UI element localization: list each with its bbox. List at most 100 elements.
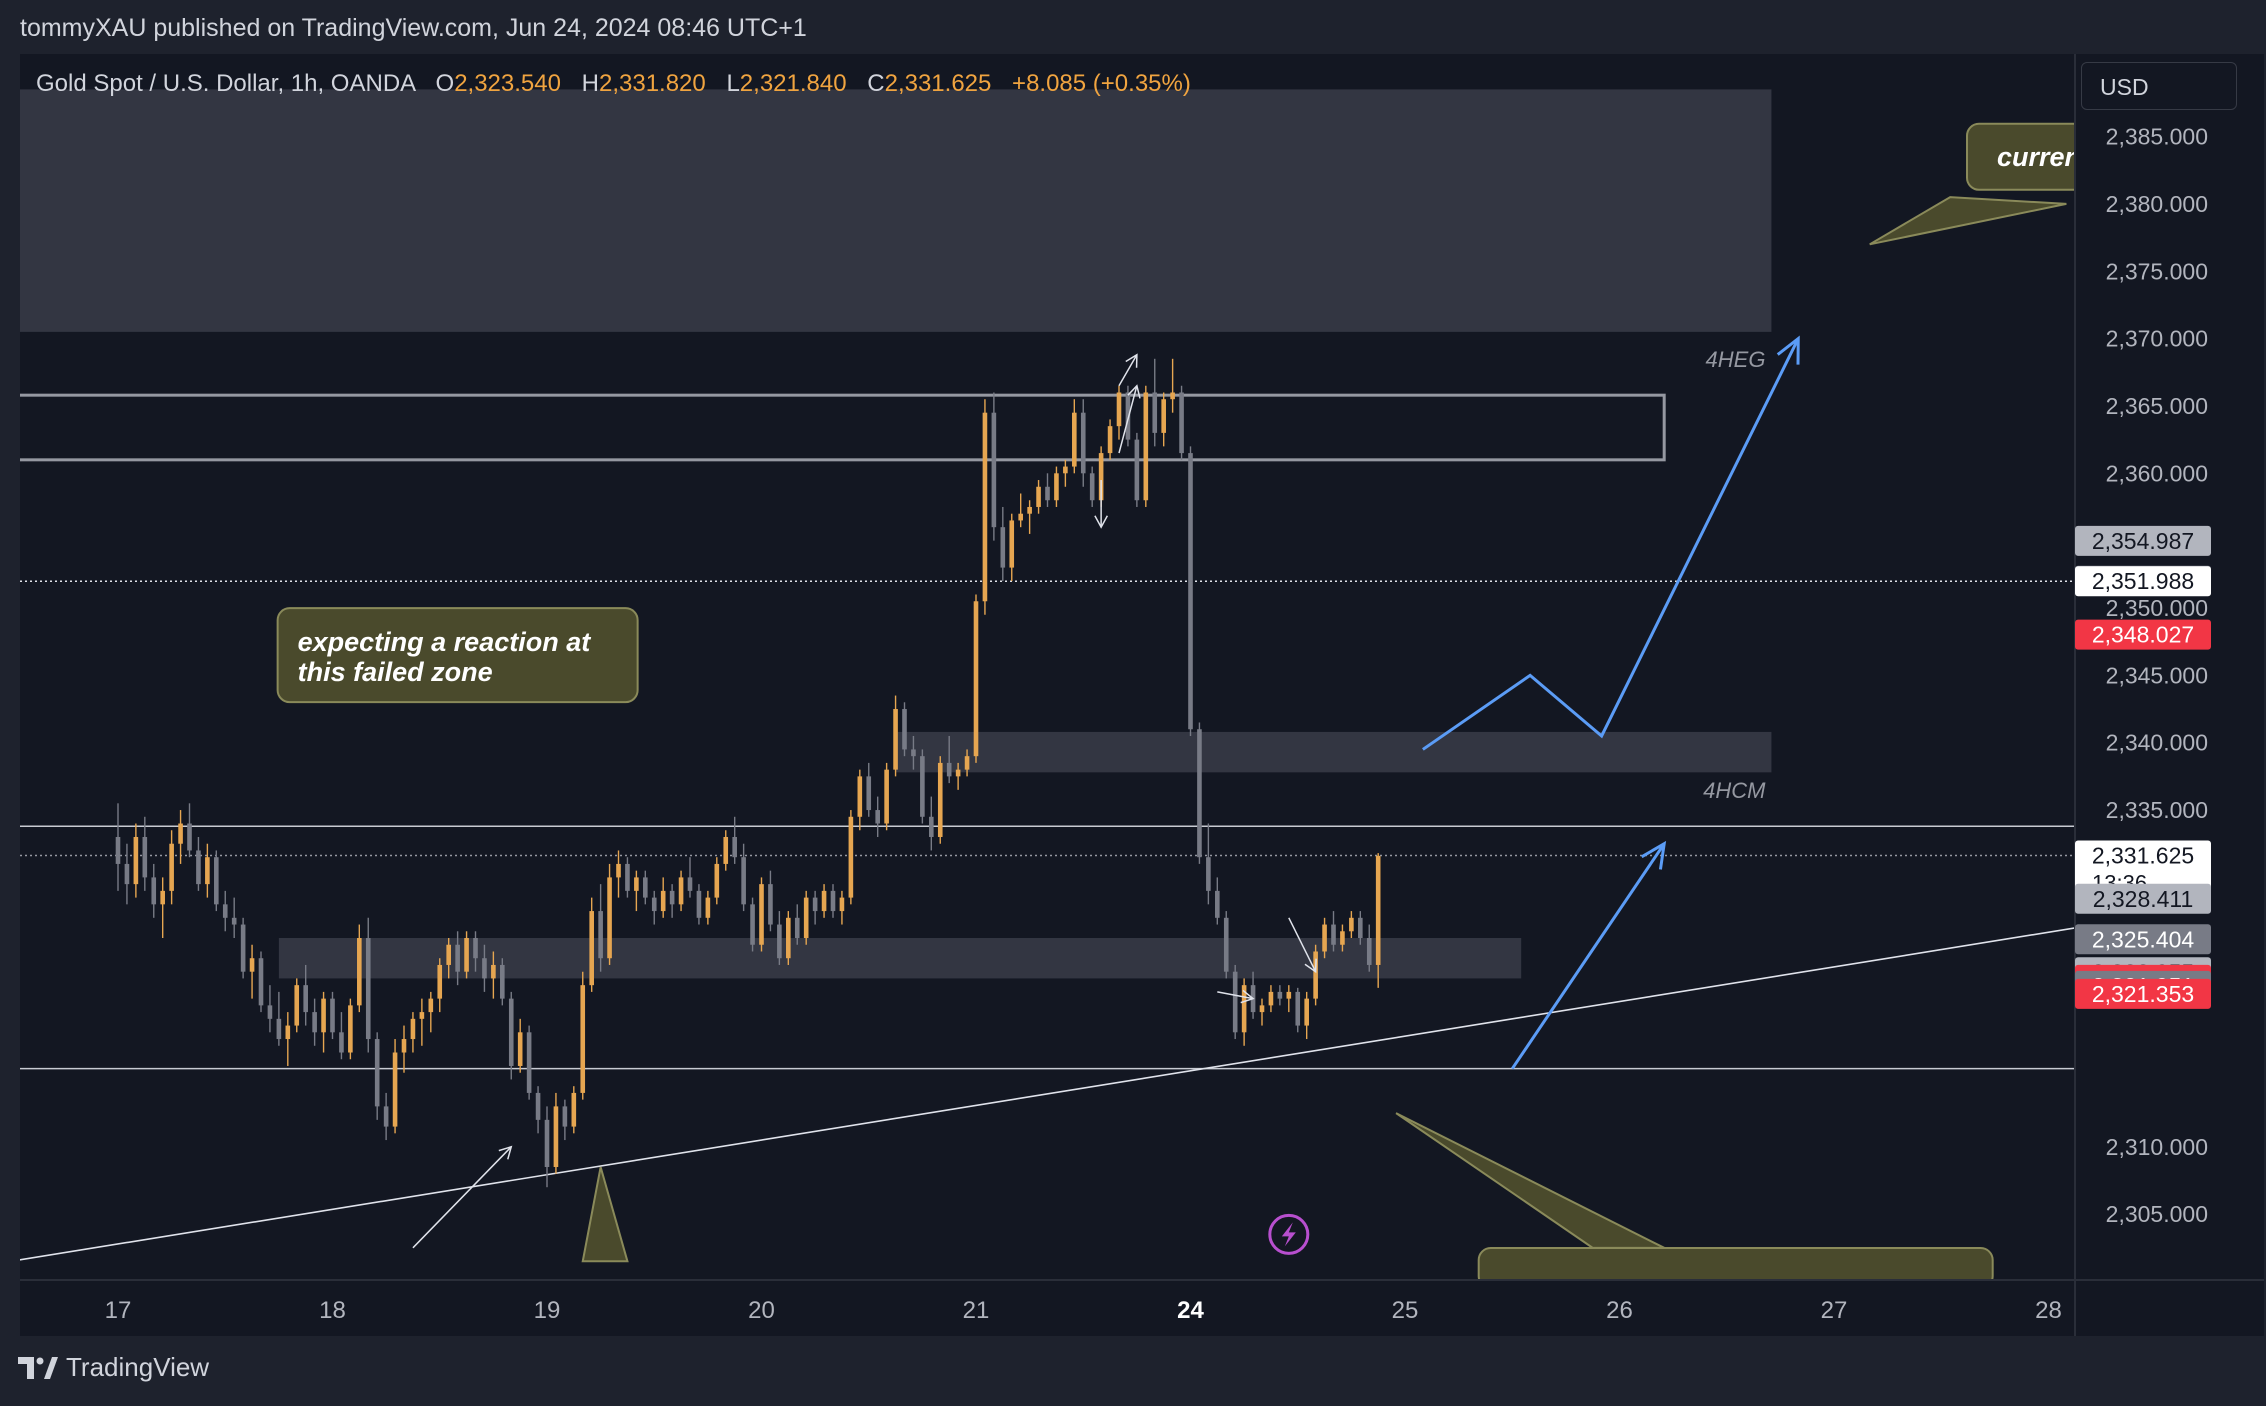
candle-24 <box>330 991 335 1040</box>
candle-11 <box>214 850 219 912</box>
candle-body-61 <box>660 890 666 912</box>
y-tick-label-4: 2,365.000 <box>2106 393 2208 419</box>
candle-22 <box>312 998 317 1046</box>
callout-box-1 <box>1966 122 2075 191</box>
candle-body-34 <box>419 1012 425 1019</box>
candle-body-39 <box>464 938 469 972</box>
candle-body-22 <box>312 1012 317 1033</box>
candle-body-3 <box>142 836 148 878</box>
candle-60 <box>651 890 657 925</box>
open-value: 2,323.540 <box>454 70 561 97</box>
candle-62 <box>669 884 675 918</box>
candle-body-33 <box>410 1018 416 1040</box>
price-label-box-5 <box>2075 883 2211 914</box>
candle-54 <box>598 884 603 972</box>
candle-body-122 <box>1206 857 1211 891</box>
y-tick-label-1: 2,380.000 <box>2106 191 2208 217</box>
candle-87 <box>893 695 898 777</box>
x-tick-label-9: 28 <box>2035 1297 2062 1324</box>
x-tick-label-7: 26 <box>1606 1297 1633 1324</box>
callout-text2-0: this failed zone <box>298 657 493 687</box>
candle-41 <box>482 944 487 992</box>
candle-body-73 <box>768 884 773 925</box>
arrow-head-5 <box>1240 989 1255 1004</box>
candle-84 <box>866 762 872 817</box>
candle-body-129 <box>1268 991 1274 1006</box>
candle-15 <box>249 944 255 999</box>
tradingview-brand[interactable]: TradingView <box>18 1352 209 1383</box>
arrow-head-0 <box>498 1145 513 1160</box>
candle-136 <box>1331 911 1336 952</box>
y-tick-label-10: 2,310.000 <box>2106 1134 2208 1160</box>
candle-body-52 <box>580 985 586 1093</box>
candle-body-131 <box>1286 991 1292 999</box>
candle-139 <box>1358 911 1363 945</box>
candle-body-67 <box>714 863 720 898</box>
candle-119 <box>1179 385 1184 460</box>
zone-label-0: 4HEG <box>1706 347 1766 372</box>
candle-14 <box>240 917 246 979</box>
candle-45 <box>517 1018 523 1073</box>
high-label: H <box>581 70 599 97</box>
candle-body-15 <box>249 958 255 972</box>
candle-body-18 <box>276 1018 282 1040</box>
candle-27 <box>357 924 362 1013</box>
candle-98 <box>991 392 997 541</box>
zone-1 <box>20 393 1666 462</box>
candle-77 <box>803 890 809 945</box>
candle-body-31 <box>392 1052 398 1127</box>
candle-body-138 <box>1349 917 1354 932</box>
candle-body-46 <box>526 1032 532 1093</box>
candle-body-35 <box>428 998 434 1013</box>
x-tick-label-6: 25 <box>1392 1297 1419 1324</box>
y-tick-label-6: 2,350.000 <box>2106 595 2208 621</box>
lightning-icon[interactable] <box>1268 1213 1310 1255</box>
candle-94 <box>955 762 961 790</box>
y-tick-label-0: 2,385.000 <box>2106 124 2208 150</box>
candle-body-14 <box>240 924 246 972</box>
candle-92 <box>937 756 943 844</box>
candle-50 <box>562 1099 568 1141</box>
candle-body-8 <box>187 823 192 851</box>
candle-73 <box>768 870 773 932</box>
price-label-text-0: 2,354.987 <box>2092 528 2194 554</box>
candle-58 <box>634 870 639 912</box>
price-label-5: 2,328.411 <box>2075 883 2211 914</box>
candle-31 <box>392 1039 398 1134</box>
candle-47 <box>535 1086 541 1134</box>
callout-box-2 <box>1477 1247 1994 1280</box>
callout-text-1: current buys target <box>1997 142 2244 172</box>
candle-body-98 <box>991 412 997 528</box>
candle-body-12 <box>222 904 228 918</box>
candle-2 <box>133 823 139 898</box>
candle-39 <box>464 931 469 979</box>
candle-9 <box>196 836 201 891</box>
candle-10 <box>205 843 210 898</box>
price-label-3: 2,348.027 <box>2075 619 2211 650</box>
publisher-credit: tommyXAU published on TradingView.com, J… <box>20 14 807 42</box>
candle-body-134 <box>1313 951 1318 999</box>
candle-44 <box>508 991 514 1080</box>
candle-138 <box>1349 911 1354 939</box>
candle-body-113 <box>1125 392 1131 440</box>
y-tick-label-7: 2,345.000 <box>2106 662 2208 688</box>
candle-body-100 <box>1009 520 1015 568</box>
price-label-box-10 <box>2075 978 2211 1009</box>
candle-body-62 <box>669 890 675 905</box>
candle-1 <box>124 843 130 905</box>
zone-label-1: 4HCM <box>1703 778 1766 803</box>
candle-body-108 <box>1080 412 1086 474</box>
currency-selector[interactable]: USD <box>2081 62 2237 110</box>
candle-82 <box>848 810 854 905</box>
arrow-head-2 <box>1127 384 1141 399</box>
symbol-legend[interactable]: Gold Spot / U.S. Dollar, 1h, OANDA O2,32… <box>36 70 1191 98</box>
candle-70 <box>741 843 746 912</box>
candle-body-6 <box>169 843 174 891</box>
candle-20 <box>294 978 300 1033</box>
arrow-line-4 <box>1288 917 1317 973</box>
candle-body-93 <box>946 762 952 777</box>
candle-43 <box>500 958 505 1006</box>
candle-83 <box>857 769 863 831</box>
x-tick-label-5: 24 <box>1177 1297 1204 1324</box>
